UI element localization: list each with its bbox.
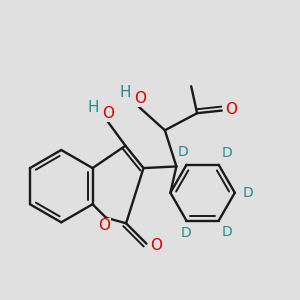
Text: O: O: [150, 238, 162, 253]
Text: O: O: [98, 218, 110, 233]
Text: H: H: [120, 85, 131, 100]
Text: O: O: [225, 102, 237, 117]
Text: D: D: [181, 226, 192, 240]
Text: D: D: [243, 186, 253, 200]
Text: D: D: [178, 145, 189, 159]
Text: D: D: [221, 146, 232, 160]
Text: O: O: [102, 106, 114, 121]
Text: D: D: [221, 225, 232, 239]
Text: O: O: [134, 91, 146, 106]
Text: H: H: [88, 100, 99, 115]
